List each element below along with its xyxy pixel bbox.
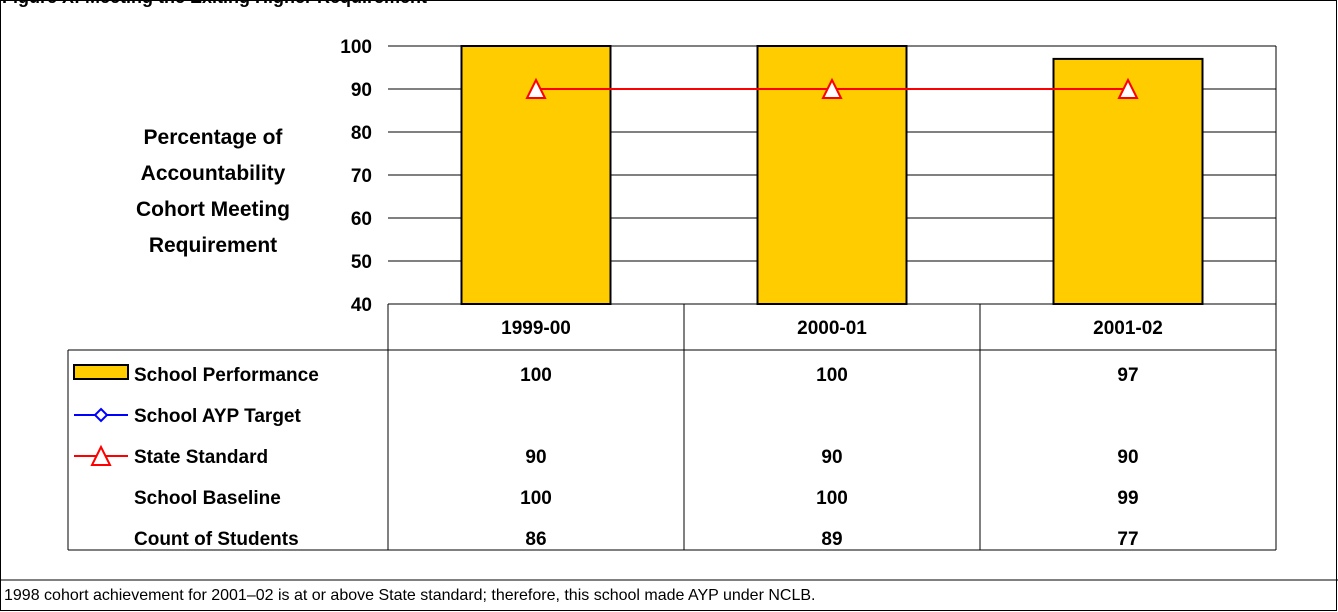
bar <box>1052 57 1204 306</box>
table-cell-value: 90 <box>1117 447 1138 468</box>
y-tick-label: 60 <box>351 209 372 230</box>
table-cell-value: 90 <box>821 447 842 468</box>
table-row-label: School Performance <box>134 365 319 386</box>
table-cell-value: 90 <box>525 447 546 468</box>
y-tick-label: 40 <box>351 295 372 316</box>
table-row-label: Count of Students <box>134 529 299 550</box>
y-axis-label-line: Requirement <box>149 234 277 257</box>
y-tick-labels: 40 50 60 70 80 90 100 <box>340 37 372 316</box>
y-axis-label-line: Accountability <box>141 162 286 185</box>
y-tick-label: 90 <box>351 80 372 101</box>
y-axis-label-line: Percentage of <box>144 126 284 149</box>
y-axis-label: Percentage of Accountability Cohort Meetin… <box>136 126 290 257</box>
series-marker <box>525 77 547 99</box>
table-row-label: School AYP Target <box>134 406 301 427</box>
x-tick-label: 1999-00 <box>501 318 571 339</box>
table-row-label: State Standard <box>134 447 268 468</box>
y-tick-label: 70 <box>351 166 372 187</box>
y-axis-label-line: Cohort Meeting <box>136 198 290 221</box>
table-cell-value: 100 <box>520 365 552 386</box>
series-lines <box>525 77 1139 99</box>
table-cell-value: 100 <box>816 488 848 509</box>
table-cell-value: 97 <box>1117 365 1138 386</box>
page-title: Figure X: Meeting the Exiting Higher Req… <box>2 0 427 8</box>
legend-diamond-marker <box>93 407 109 423</box>
legend-triangle-marker <box>90 444 112 466</box>
legend-bar-swatch <box>73 364 129 380</box>
table-cell-value: 99 <box>1117 488 1138 509</box>
table-row-label: School Baseline <box>134 488 281 509</box>
y-tick-label: 100 <box>340 37 372 58</box>
series-marker <box>821 77 843 99</box>
table-cell-value: 86 <box>525 529 546 550</box>
data-table: 1999-00 2000-01 2001-02 School Performance 1… <box>67 304 1277 551</box>
footnote: 1998 cohort achievement for 2001–02 is a… <box>4 587 816 604</box>
series-marker <box>1117 77 1139 99</box>
table-cell-value: 100 <box>816 365 848 386</box>
table-cell-value: 89 <box>821 529 842 550</box>
y-tick-label: 80 <box>351 123 372 144</box>
y-tick-label: 50 <box>351 252 372 273</box>
table-cell-value: 77 <box>1117 529 1138 550</box>
table-cell-value: 100 <box>520 488 552 509</box>
x-tick-label: 2001-02 <box>1093 318 1163 339</box>
x-tick-label: 2000-01 <box>797 318 867 339</box>
